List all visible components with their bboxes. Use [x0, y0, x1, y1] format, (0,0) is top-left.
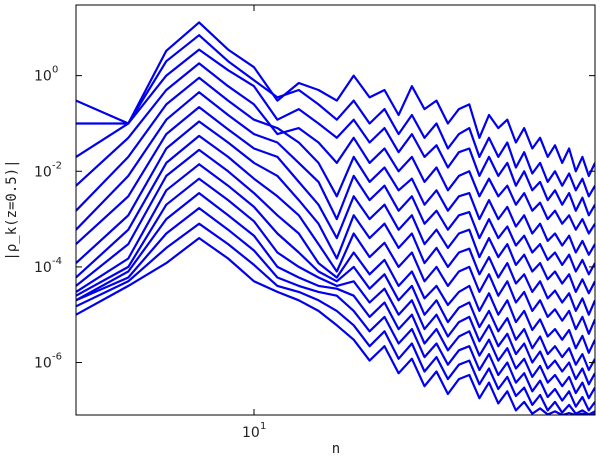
- y-tick-label-0: 10: [34, 69, 52, 85]
- x-axis-ticks: 10 1: [242, 5, 266, 441]
- y-axis-label: |ρ_k(z=0.5)|: [4, 159, 20, 260]
- series-line-6: [76, 91, 595, 276]
- y-tick-exponent-1: -2: [52, 160, 62, 171]
- series-lines: [76, 21, 595, 415]
- x-tick-label-0: 10: [242, 425, 260, 441]
- y-tick-exponent-0: 0: [52, 65, 58, 76]
- series-line-4: [76, 62, 595, 235]
- series-line-14: [76, 207, 595, 412]
- series-line-2: [76, 34, 595, 198]
- x-tick-exponent-0: 1: [260, 421, 266, 432]
- y-tick-label-1: 10: [34, 164, 52, 180]
- series-line-7: [76, 106, 595, 295]
- y-tick-label-3: 10: [34, 356, 52, 372]
- series-line-10: [76, 148, 595, 354]
- series-line-8: [76, 120, 595, 316]
- series-line-16: [76, 237, 595, 415]
- plot-frame: [75, 4, 596, 416]
- series-line-5: [76, 76, 595, 256]
- y-tick-label-2: 10: [34, 260, 52, 276]
- x-axis-label: n: [332, 441, 340, 457]
- series-line-15: [76, 222, 595, 415]
- series-line-9: [76, 134, 595, 335]
- series-line-3: [76, 48, 595, 217]
- y-tick-exponent-3: -6: [52, 352, 62, 363]
- y-tick-exponent-2: -4: [52, 256, 62, 267]
- series-line-11: [76, 163, 595, 372]
- series-line-13: [76, 192, 595, 400]
- series-line-12: [76, 177, 595, 386]
